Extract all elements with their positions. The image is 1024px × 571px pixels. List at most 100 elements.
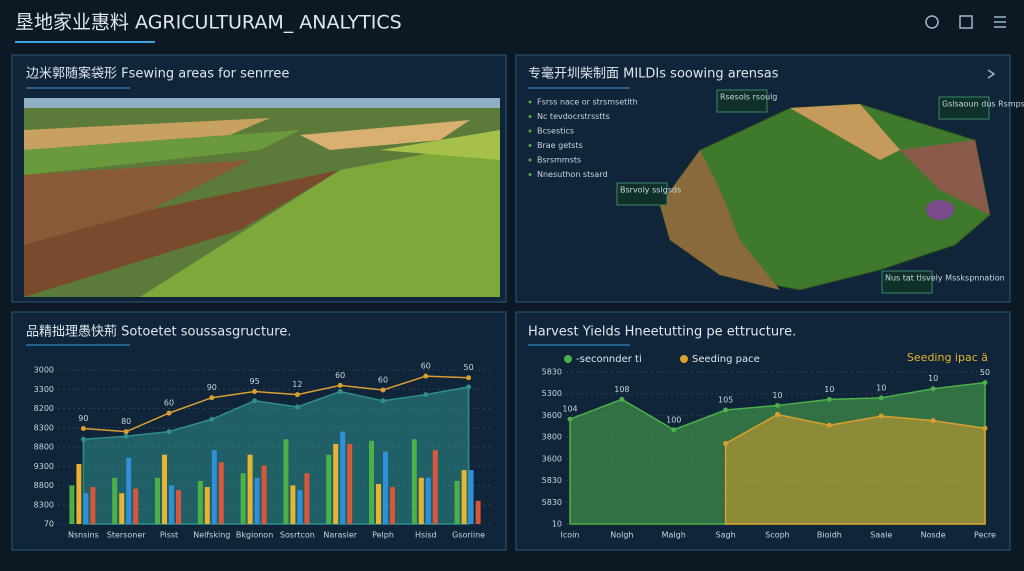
point-label: 95	[250, 377, 260, 386]
map-plot	[660, 150, 780, 290]
point	[723, 407, 729, 413]
point	[982, 380, 988, 386]
x-axis-label: Hsisd	[415, 531, 437, 540]
bar	[383, 451, 388, 524]
legend-item: Bsrsmmsts	[537, 156, 581, 165]
legend-bullet	[528, 115, 532, 118]
y-axis-label: 3000	[34, 366, 54, 375]
bar	[297, 490, 303, 524]
x-axis-label: Sagh	[716, 531, 736, 540]
bar	[254, 477, 260, 524]
map-label-box	[938, 96, 990, 120]
point-label: 108	[614, 385, 629, 394]
point	[671, 427, 677, 433]
point	[380, 398, 386, 404]
point-label: 60	[335, 371, 345, 380]
bar	[369, 440, 374, 524]
bar	[468, 470, 474, 524]
panel-title: Harvest Yields Hneetutting pe ettructure…	[528, 325, 796, 340]
field-photo	[24, 98, 500, 297]
layout-icon[interactable]	[959, 15, 973, 29]
bar	[290, 485, 296, 524]
y-axis-label: 8300	[34, 423, 54, 432]
bar	[475, 500, 481, 524]
field	[24, 160, 250, 245]
point-label: 90	[207, 383, 217, 392]
legend-bullet	[528, 144, 532, 147]
point	[930, 386, 936, 392]
point-label: 105	[718, 396, 733, 405]
bar	[169, 485, 174, 524]
point-label: 104	[562, 405, 577, 414]
point	[337, 382, 343, 388]
bar	[411, 439, 417, 524]
bar	[176, 490, 181, 524]
bar	[304, 473, 310, 524]
point-label: 90	[78, 414, 88, 423]
legend-bullet	[528, 173, 532, 176]
point-label: 50	[464, 363, 474, 372]
point	[209, 416, 215, 422]
map-label: Bsrvoly sslgsds	[620, 186, 681, 195]
y-axis-label: 5300	[542, 389, 562, 398]
point-label: 50	[980, 368, 990, 377]
field-map	[659, 103, 991, 291]
x-axis-label: Nsnsins	[68, 531, 99, 540]
point	[337, 389, 343, 395]
point	[878, 413, 884, 419]
x-axis-label: Bioidh	[817, 531, 842, 540]
map-label-box	[616, 182, 668, 206]
search-icon[interactable]	[925, 15, 939, 29]
bar	[418, 477, 424, 524]
x-axis-label: Narasler	[323, 531, 357, 540]
map-plot	[900, 140, 990, 215]
legend-bullet	[528, 100, 532, 104]
point	[123, 429, 129, 435]
y-axis-label: 3800	[542, 433, 562, 442]
map-label: Nus tat tlsvely Msskspnnation	[885, 274, 1005, 283]
y-axis-label: 5830	[542, 498, 562, 507]
map-plot	[790, 104, 900, 160]
x-axis-label: Malgh	[662, 531, 686, 540]
field	[24, 130, 300, 175]
legend-item: Fsrss nace or strsmsetlth	[537, 98, 638, 107]
y-axis-label: 3300	[34, 385, 54, 394]
point	[123, 433, 129, 439]
point	[166, 429, 172, 435]
x-axis-label: Scoph	[765, 531, 790, 540]
bar	[454, 480, 460, 524]
expand-icon[interactable]	[987, 69, 996, 79]
point	[380, 387, 386, 393]
y-axis-label: 8800	[34, 443, 54, 452]
point	[252, 398, 258, 404]
bar	[376, 483, 381, 524]
legend-swatch	[564, 355, 572, 363]
point	[294, 392, 300, 398]
point	[930, 418, 936, 424]
bar	[247, 454, 253, 524]
point-label: 12	[292, 380, 302, 389]
map-label: Rsesols rsoulg	[720, 93, 777, 102]
bar	[197, 480, 203, 524]
point-label: 60	[421, 362, 431, 371]
bar	[69, 485, 75, 524]
point-label: 100	[666, 415, 681, 424]
line	[83, 375, 469, 433]
point	[423, 373, 429, 379]
bar	[126, 457, 132, 524]
field	[24, 170, 340, 297]
menu-icon[interactable]	[994, 16, 1006, 28]
x-axis-label: Gsoriine	[452, 531, 485, 540]
y-axis-label: 3600	[542, 454, 562, 463]
bar	[218, 462, 224, 524]
bar	[347, 443, 353, 524]
point	[826, 396, 832, 402]
point	[878, 395, 884, 401]
bar	[283, 439, 289, 524]
legend-bullet	[528, 158, 532, 162]
point	[80, 436, 86, 442]
x-axis-label: Pecre	[974, 531, 996, 540]
x-axis-label: Saale	[870, 531, 892, 540]
point-label: 10	[824, 385, 834, 394]
bar	[390, 487, 395, 524]
